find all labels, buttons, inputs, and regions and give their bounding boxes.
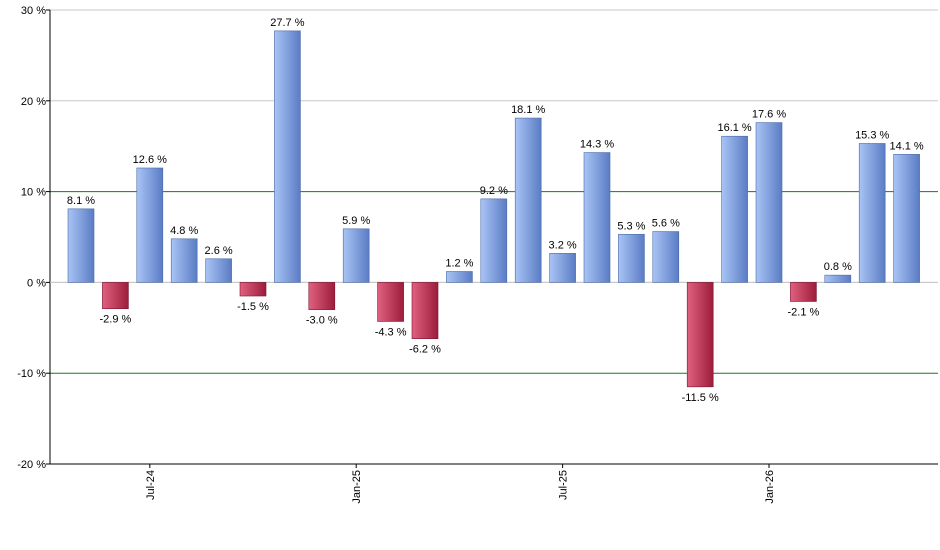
y-tick-label: 20 % bbox=[21, 96, 46, 108]
data-labels: 8.1 % -2.9 % 12.6 % 4.8 % 2.6 % -1.5 % 27.7 % -… bbox=[67, 17, 924, 404]
bar bbox=[446, 271, 473, 283]
bar-value-label: 27.7 % bbox=[270, 17, 304, 29]
x-tick-label: Jan-26 bbox=[764, 470, 776, 504]
bar bbox=[205, 258, 232, 283]
bars bbox=[67, 30, 920, 388]
x-tick-label: Jan-25 bbox=[351, 470, 363, 504]
bar-value-label: 5.6 % bbox=[652, 218, 680, 230]
bar bbox=[136, 167, 164, 283]
bar-value-label: 15.3 % bbox=[855, 129, 889, 141]
bar-value-label: 2.6 % bbox=[205, 245, 233, 257]
bar bbox=[514, 117, 542, 283]
bar bbox=[342, 228, 370, 283]
bar bbox=[274, 30, 301, 283]
bar bbox=[583, 152, 611, 283]
bar bbox=[652, 231, 680, 283]
bar-value-label: -2.9 % bbox=[100, 314, 132, 326]
bar-value-label: 14.3 % bbox=[580, 139, 614, 151]
bar-value-label: -1.5 % bbox=[237, 301, 269, 313]
bar-value-label: 18.1 % bbox=[511, 104, 545, 116]
bar bbox=[411, 282, 439, 339]
bar-value-label: 1.2 % bbox=[445, 258, 473, 270]
bar-value-label: -2.1 % bbox=[788, 306, 820, 318]
bar bbox=[170, 238, 198, 283]
bar-value-label: 5.9 % bbox=[342, 215, 370, 227]
bar bbox=[239, 282, 267, 297]
y-tick-label: -10 % bbox=[17, 368, 46, 380]
x-tick-label: Jul-24 bbox=[145, 470, 157, 500]
bar-value-label: 3.2 % bbox=[549, 239, 577, 251]
bar bbox=[824, 274, 852, 283]
bar-value-label: -4.3 % bbox=[375, 326, 407, 338]
bar-value-label: 16.1 % bbox=[717, 122, 751, 134]
y-tick-label: 0 % bbox=[27, 277, 46, 289]
bar bbox=[308, 282, 336, 310]
bar bbox=[686, 282, 714, 388]
bar-value-label: 12.6 % bbox=[133, 154, 167, 166]
bar bbox=[721, 135, 748, 283]
bar-value-label: 9.2 % bbox=[480, 185, 508, 197]
bar bbox=[755, 122, 783, 283]
bar bbox=[67, 208, 95, 283]
x-tick-label: Jul-25 bbox=[558, 470, 570, 500]
bar-value-label: 17.6 % bbox=[752, 109, 786, 121]
bar-value-label: 4.8 % bbox=[170, 225, 198, 237]
bar bbox=[480, 198, 508, 283]
bar bbox=[549, 253, 576, 283]
bar-value-label: -6.2 % bbox=[409, 344, 441, 356]
bar-value-label: 0.8 % bbox=[824, 261, 852, 273]
y-tick-label: -20 % bbox=[17, 459, 46, 471]
bar-value-label: -11.5 % bbox=[682, 392, 719, 404]
bar-value-label: -3.0 % bbox=[306, 315, 338, 327]
y-tick-label: 30 % bbox=[21, 5, 46, 17]
bar-value-label: 5.3 % bbox=[617, 220, 645, 232]
bar-value-label: 14.1 % bbox=[889, 140, 923, 152]
bar bbox=[377, 282, 404, 322]
bar-value-label: 8.1 % bbox=[67, 195, 95, 207]
bar bbox=[790, 282, 817, 302]
bar bbox=[618, 233, 645, 283]
bar bbox=[102, 282, 129, 310]
bar bbox=[893, 154, 920, 283]
y-tick-label: 10 % bbox=[21, 187, 46, 199]
bar bbox=[858, 143, 886, 283]
reference-lines bbox=[50, 191, 938, 374]
